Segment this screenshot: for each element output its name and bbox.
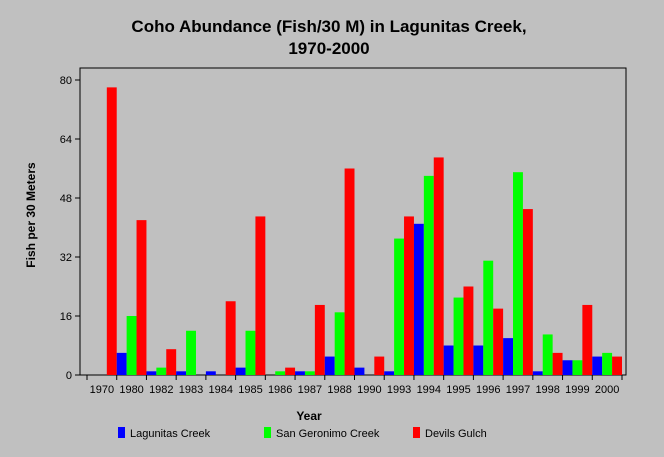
bar-devils-gulch-1970 xyxy=(106,87,117,375)
x-tick-label: 1985 xyxy=(238,384,262,396)
legend-swatch-lagunitas-creek xyxy=(118,427,125,438)
bar-lagunitas-creek-1983 xyxy=(176,371,187,375)
bar-devils-gulch-1982 xyxy=(166,349,177,375)
bar-lagunitas-creek-1985 xyxy=(235,367,246,375)
y-axis-title: Fish per 30 Meters xyxy=(24,162,38,268)
bar-lagunitas-creek-1984 xyxy=(205,371,216,375)
bar-san-geronimo-creek-1994 xyxy=(423,175,434,375)
bar-lagunitas-creek-2000 xyxy=(592,356,603,375)
x-tick-label: 1996 xyxy=(476,384,500,396)
bar-devils-gulch-1999 xyxy=(582,304,593,375)
bar-lagunitas-creek-1999 xyxy=(562,360,573,375)
bar-devils-gulch-1995 xyxy=(463,286,474,375)
y-tick-label: 48 xyxy=(60,193,72,205)
bar-devils-gulch-1980 xyxy=(136,220,147,375)
x-tick-label: 1999 xyxy=(565,384,589,396)
bars-group xyxy=(106,87,622,375)
x-tick-label: 1982 xyxy=(149,384,173,396)
bar-lagunitas-creek-1987 xyxy=(295,371,305,375)
bar-devils-gulch-1990 xyxy=(374,356,385,375)
x-axis: 1970 1980 1982 1983 1984 1985 1986 1987 1988 1990… xyxy=(86,375,623,396)
bar-lagunitas-creek-1996 xyxy=(473,345,484,375)
x-tick-label: 1997 xyxy=(506,384,530,396)
bar-devils-gulch-1997 xyxy=(522,209,533,375)
bar-lagunitas-creek-1980 xyxy=(116,352,127,375)
chart-title-line1: Coho Abundance (Fish/30 M) in Lagunitas … xyxy=(131,17,526,36)
legend-label-devils-gulch: Devils Gulch xyxy=(425,428,487,440)
bar-lagunitas-creek-1990 xyxy=(354,367,365,375)
bar-san-geronimo-creek-1995 xyxy=(453,297,464,375)
chart-title-line2: 1970-2000 xyxy=(288,39,369,58)
bar-san-geronimo-creek-1987 xyxy=(304,371,315,375)
x-tick-label: 1994 xyxy=(417,384,441,396)
bar-san-geronimo-creek-1996 xyxy=(483,260,494,375)
bar-devils-gulch-1994 xyxy=(433,157,444,375)
y-axis: 0 16 32 48 64 80 xyxy=(60,75,80,382)
bar-lagunitas-creek-1997 xyxy=(503,338,514,375)
x-tick-label: 1983 xyxy=(179,384,203,396)
legend: Lagunitas Creek San Geronimo Creek Devils … xyxy=(118,427,487,440)
y-tick-label: 16 xyxy=(60,311,72,323)
x-tick-label: 2000 xyxy=(595,384,619,396)
bar-san-geronimo-creek-1997 xyxy=(513,172,523,375)
bar-san-geronimo-creek-1993 xyxy=(394,238,405,375)
x-tick-label: 1980 xyxy=(119,384,143,396)
bar-san-geronimo-creek-1980 xyxy=(126,316,137,375)
bar-san-geronimo-creek-1999 xyxy=(572,360,583,375)
x-tick-label: 1970 xyxy=(90,384,114,396)
bar-lagunitas-creek-1995 xyxy=(443,345,454,375)
bar-san-geronimo-creek-1998 xyxy=(542,334,553,375)
x-tick-label: 1995 xyxy=(446,384,470,396)
bar-san-geronimo-creek-2000 xyxy=(602,352,613,375)
bar-devils-gulch-1998 xyxy=(552,352,563,375)
bar-devils-gulch-1985 xyxy=(255,216,266,375)
bar-devils-gulch-1987 xyxy=(314,304,325,375)
x-tick-label: 1998 xyxy=(535,384,559,396)
x-tick-label: 1987 xyxy=(298,384,322,396)
bar-devils-gulch-2000 xyxy=(612,356,622,375)
x-tick-label: 1988 xyxy=(327,384,351,396)
bar-lagunitas-creek-1998 xyxy=(532,371,543,375)
y-tick-label: 64 xyxy=(60,134,72,146)
bar-san-geronimo-creek-1988 xyxy=(334,312,345,375)
x-tick-label: 1990 xyxy=(357,384,381,396)
legend-swatch-san-geronimo-creek xyxy=(264,427,271,438)
legend-label-san-geronimo-creek: San Geronimo Creek xyxy=(276,428,380,440)
y-tick-label: 0 xyxy=(66,370,72,382)
legend-label-lagunitas-creek: Lagunitas Creek xyxy=(130,428,211,440)
bar-san-geronimo-creek-1985 xyxy=(245,330,256,375)
bar-lagunitas-creek-1988 xyxy=(324,356,335,375)
y-tick-label: 80 xyxy=(60,75,72,87)
x-tick-label: 1984 xyxy=(209,384,233,396)
x-tick-label: 1993 xyxy=(387,384,411,396)
bar-san-geronimo-creek-1982 xyxy=(156,367,167,375)
x-tick-label: 1986 xyxy=(268,384,292,396)
bar-lagunitas-creek-1994 xyxy=(413,223,424,375)
legend-swatch-devils-gulch xyxy=(413,427,420,438)
bar-lagunitas-creek-1993 xyxy=(384,371,395,375)
bar-devils-gulch-1993 xyxy=(404,216,414,375)
bar-san-geronimo-creek-1983 xyxy=(186,330,196,375)
bar-devils-gulch-1996 xyxy=(493,308,504,375)
bar-lagunitas-creek-1982 xyxy=(146,371,157,375)
bar-devils-gulch-1986 xyxy=(285,367,296,375)
bar-devils-gulch-1984 xyxy=(225,301,236,375)
x-axis-title: Year xyxy=(296,409,322,423)
y-tick-label: 32 xyxy=(60,252,72,264)
bar-devils-gulch-1988 xyxy=(344,168,355,375)
bar-san-geronimo-creek-1986 xyxy=(275,371,286,375)
